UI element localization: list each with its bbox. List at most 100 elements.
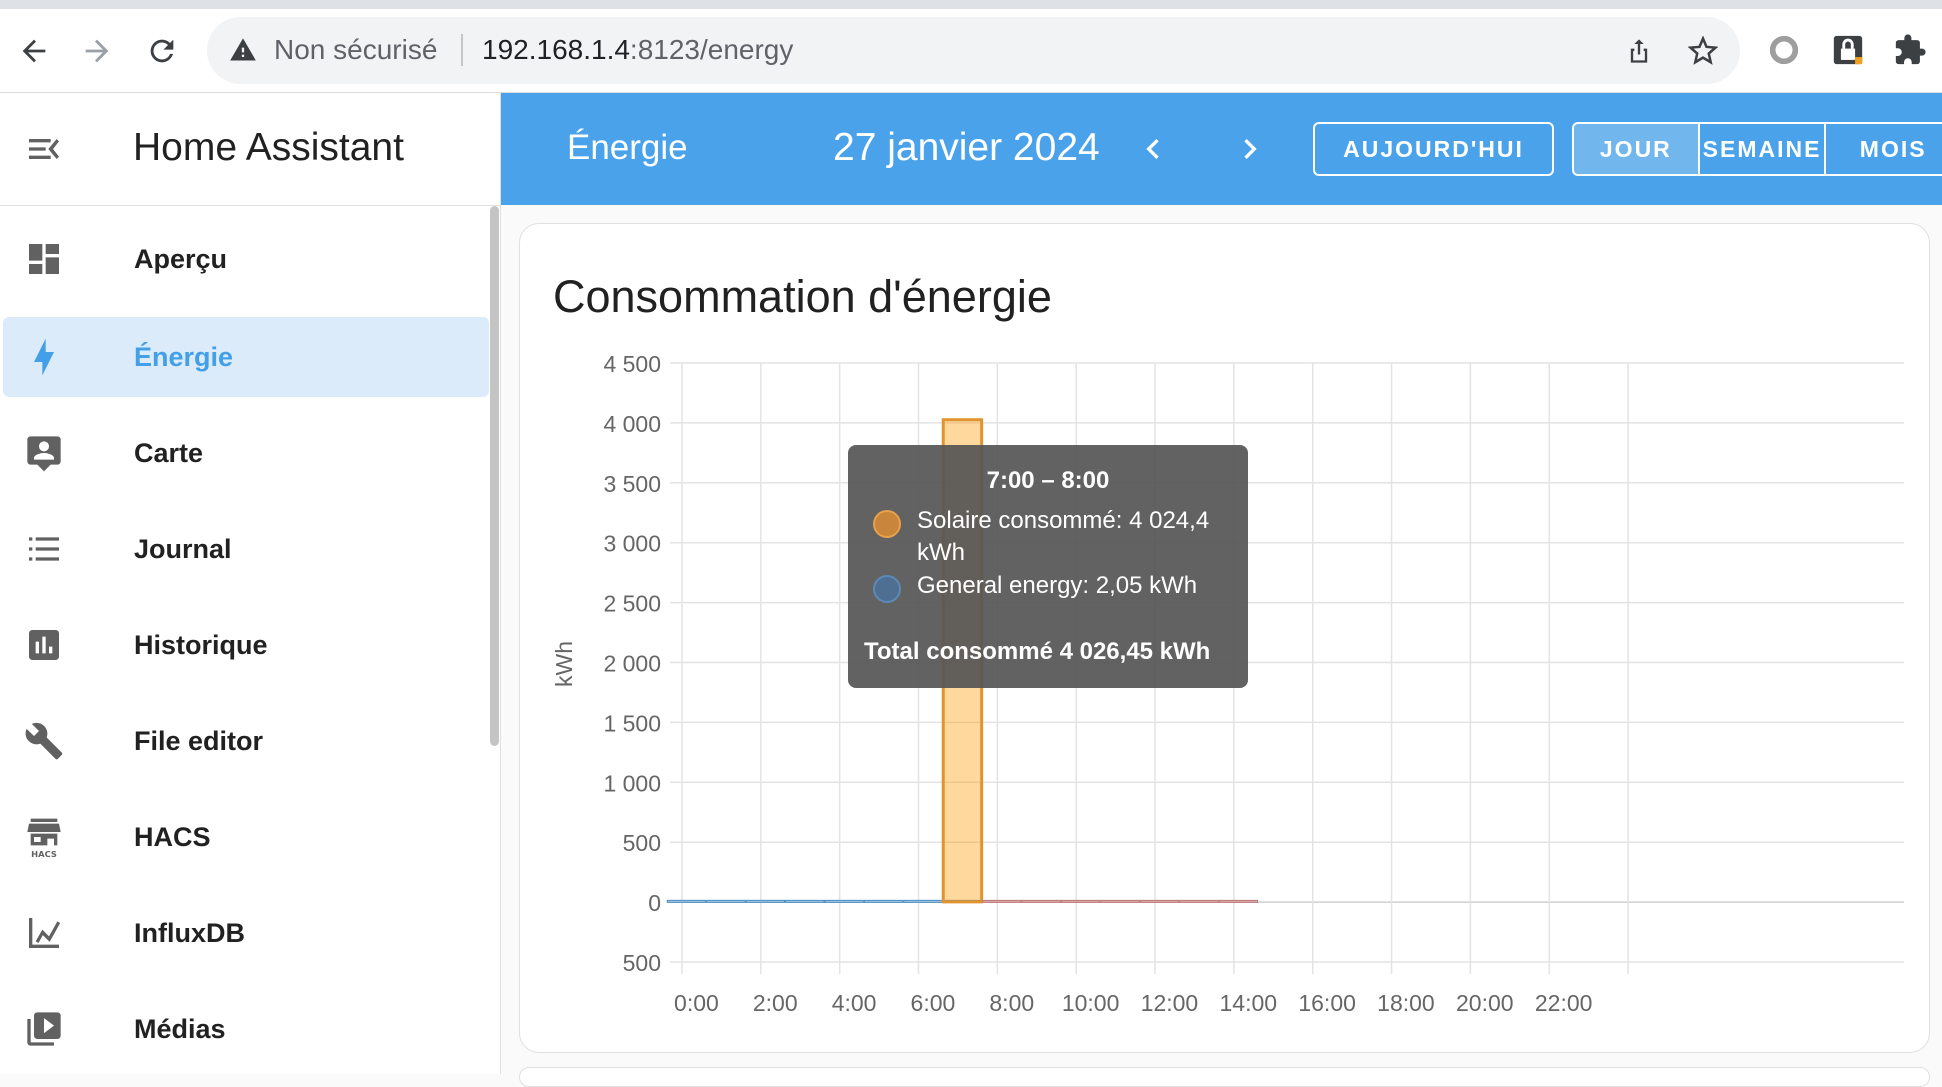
lightning-bolt-icon [24,337,64,377]
tab-strip-edge [0,0,1942,9]
y-tick-label: 1 500 [603,710,661,736]
sidebar-header: Home Assistant [0,93,500,206]
period-week-button[interactable]: SEMAINE [1700,124,1827,174]
period-month-button[interactable]: MOIS [1859,135,1927,162]
bar-general-energy [785,899,825,903]
bookmark-button[interactable] [1683,31,1723,71]
sidebar-item-journal[interactable]: Journal [3,509,489,589]
chart-tooltip: 7:00 – 8:00 Solaire consommé: 4 024,4 kW… [848,445,1248,688]
x-tick-label: 12:00 [1141,990,1199,1016]
app-toolbar: Énergie 27 janvier 2024 AUJOURD'HUI JOUR… [501,93,1942,205]
period-day-button[interactable]: JOUR [1574,124,1700,174]
y-tick-label: 4 500 [603,351,661,377]
url-path: :8123/energy [629,34,794,65]
sidebar-item-label: Aperçu [134,244,228,274]
bar-general-energy [745,899,786,903]
line-chart-icon [24,913,64,953]
bar-general-energy [1139,899,1180,903]
y-tick-label: 2 000 [603,651,661,677]
bar-general-energy [982,899,1022,903]
sidebar-item-energie[interactable]: Énergie [3,317,489,397]
grid-legend-dot [873,575,901,603]
bar-general-energy [1100,899,1140,903]
address-separator [461,34,463,66]
y-axis-label: kWh [551,641,577,687]
y-tick-label: 2 500 [603,591,661,617]
password-extension-button[interactable] [1828,30,1868,70]
page-title: Énergie [567,128,688,167]
forward-button[interactable] [73,27,121,75]
solar-legend-dot [873,510,901,538]
sidebar-item-label: Journal [134,534,232,564]
y-tick-label: 0 [648,890,661,916]
history-chart-icon [24,625,64,665]
next-period-button[interactable] [1228,127,1272,171]
chevron-right-icon [1244,139,1257,159]
x-tick-label: 2:00 [753,990,798,1016]
svg-text:HACS: HACS [31,849,57,859]
x-tick-label: 22:00 [1535,990,1593,1016]
y-tick-label: 3 500 [603,471,661,497]
previous-period-button[interactable] [1131,127,1175,171]
bar-general-energy [1060,899,1101,903]
sidebar-item-historique[interactable]: Historique [3,605,489,685]
extensions-button[interactable] [1890,30,1930,70]
share-icon [1630,39,1648,63]
dashboard-icon [24,239,64,279]
warning-icon [230,38,256,61]
x-tick-label: 4:00 [832,990,877,1016]
sidebar-item-apercu[interactable]: Aperçu [3,219,489,299]
x-tick-label: 20:00 [1456,990,1514,1016]
bar-general-energy [863,899,904,903]
security-label[interactable]: Non sécurisé [274,34,438,65]
y-tick-label: 4 000 [603,411,661,437]
arrow-left-icon [22,39,46,63]
card-title: Consommation d'énergie [553,271,1052,322]
logbook-list-icon [24,529,64,569]
back-button[interactable] [10,27,58,75]
sidebar-scrollbar[interactable] [490,206,499,746]
bar-general-energy [706,899,746,903]
tooltip-total: Total consommé 4 026,45 kWh [864,638,1211,665]
address-bar[interactable]: Non sécurisé 192.168.1.4:8123/energy [207,17,1740,84]
sidebar-item-file-editor[interactable]: File editor [3,701,489,781]
reload-button[interactable] [138,27,186,75]
x-tick-label: 10:00 [1062,990,1120,1016]
y-tick-label: 3 000 [603,531,661,557]
sidebar-item-label: Médias [134,1014,226,1044]
x-tick-label: 8:00 [989,990,1034,1016]
sidebar-item-medias[interactable]: Médias [3,989,489,1069]
bar-general-energy [666,899,707,903]
lock-extension-icon [1833,35,1863,65]
sidebar-item-label: HACS [134,822,211,852]
period-selector: JOUR SEMAINE MOIS [1572,122,1942,176]
bar-general-energy [1218,899,1259,903]
play-box-multiple-icon [24,1009,64,1049]
x-tick-label: 0:00 [674,990,719,1016]
sidebar-item-hacs[interactable]: HACS HACS [3,797,489,877]
date-label: 27 janvier 2024 [833,126,1100,169]
bar-general-energy [1021,899,1061,903]
star-icon [1688,36,1718,65]
puzzle-icon [1895,34,1926,65]
arrow-right-icon [85,39,109,63]
tooltip-row-text: General energy: 2,05 kWh [917,572,1198,599]
extension-circle-button[interactable] [1764,30,1804,70]
y-tick-label: 500 [623,950,661,976]
chevron-left-icon [1146,139,1159,159]
browser-toolbar: Non sécurisé 192.168.1.4:8123/energy [0,0,1942,93]
tooltip-title: 7:00 – 8:00 [986,467,1110,494]
sidebar-item-label: Historique [134,630,268,660]
tooltip-row-text: Solaire consommé: 4 024,4 kWh [917,507,1210,566]
url-text[interactable]: 192.168.1.4:8123/energy [482,31,793,69]
y-tick-label: 500 [623,830,661,856]
today-button[interactable]: AUJOURD'HUI [1313,122,1554,176]
sidebar-item-label: Énergie [134,342,234,372]
menu-toggle-button[interactable] [22,129,66,169]
sidebar-item-carte[interactable]: Carte [3,413,489,493]
sidebar-item-influxdb[interactable]: InfluxDB [3,893,489,973]
sidebar-item-label: Carte [134,438,204,468]
share-button[interactable] [1619,31,1659,71]
sidebar: Home Assistant Aperçu Énergie Carte Jour… [0,93,501,1074]
wrench-icon [24,721,64,761]
